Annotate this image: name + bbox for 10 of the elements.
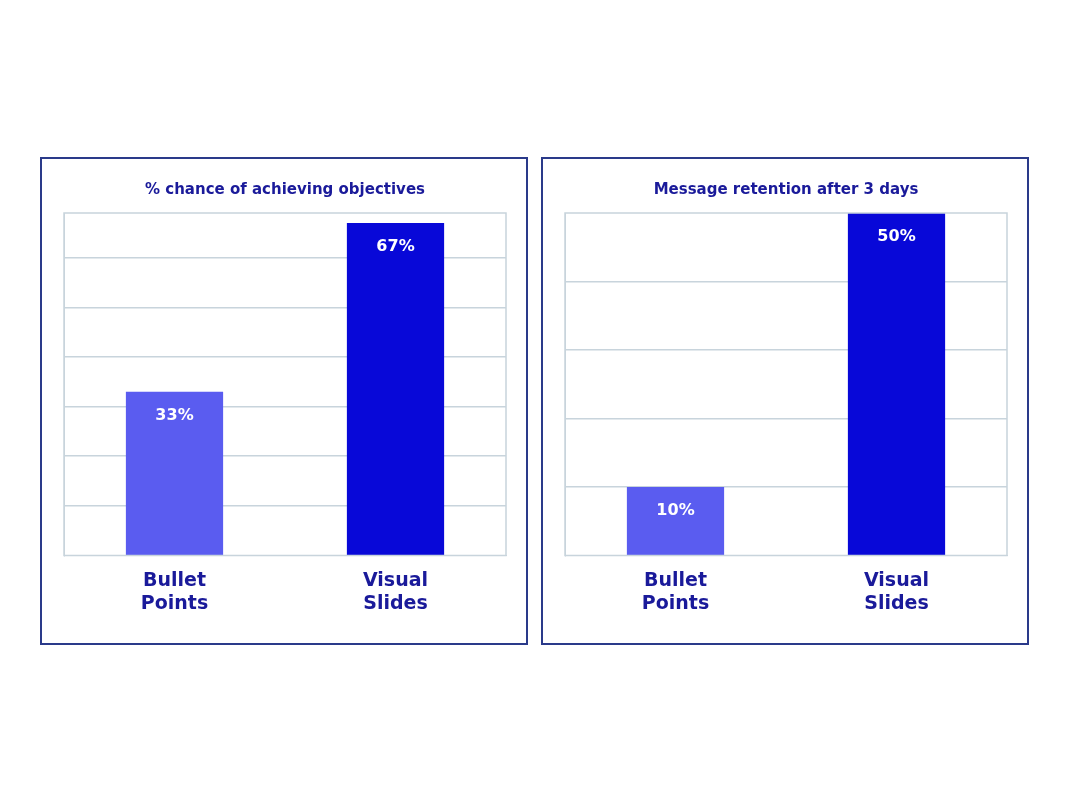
x-tick-label: Visual Slides bbox=[362, 567, 429, 613]
data-label: 33% bbox=[155, 404, 194, 424]
data-label: 10% bbox=[656, 500, 695, 520]
chart-title: % chance of achieving objectives bbox=[145, 179, 426, 198]
chart-title: Message retention after 3 days bbox=[653, 179, 919, 198]
x-tick-label: Visual Slides bbox=[863, 567, 930, 613]
x-tick-label: Bullet Points bbox=[641, 567, 710, 613]
x-tick-label: Bullet Points bbox=[140, 567, 209, 613]
data-label: 67% bbox=[376, 236, 415, 256]
data-label: 50% bbox=[877, 226, 916, 246]
